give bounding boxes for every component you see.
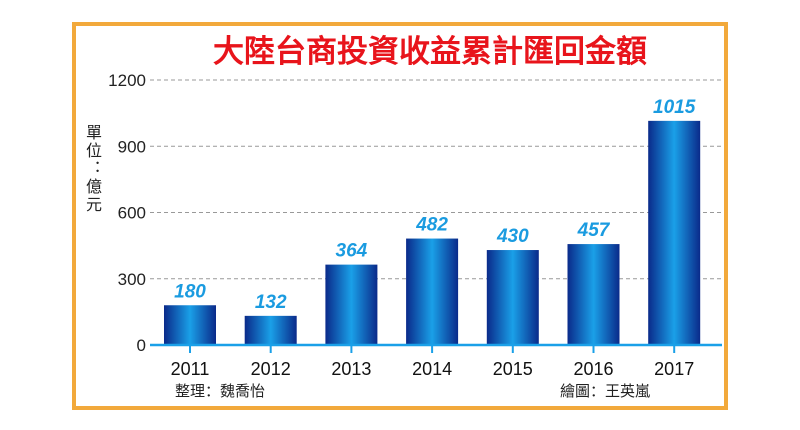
y-tick-label: 0	[137, 336, 146, 355]
data-label: 1015	[653, 97, 696, 118]
chart-title: 大陸台商投資收益累計匯回金額	[213, 34, 647, 70]
x-tick-label: 2012	[251, 359, 291, 379]
illustrator-credit: 繪圖：王英嵐	[560, 382, 650, 400]
y-axis-label: 單位：億元	[83, 124, 102, 214]
y-tick-label: 1200	[108, 71, 146, 90]
bar-2013	[325, 264, 378, 345]
x-tick-label: 2015	[493, 359, 533, 379]
data-label: 482	[415, 215, 448, 236]
bar-2011	[164, 305, 216, 345]
x-tick-label: 2014	[412, 359, 452, 379]
data-label: 132	[255, 292, 287, 313]
y-tick-label: 600	[118, 204, 146, 223]
bar-2016	[567, 244, 620, 345]
data-label: 364	[336, 241, 368, 262]
x-tick-label: 2016	[573, 359, 613, 379]
data-label: 430	[496, 226, 529, 247]
data-label: 180	[174, 281, 206, 302]
data-label: 457	[577, 220, 611, 241]
bar-2015	[486, 250, 539, 345]
compiler-credit: 整理：魏喬怡	[175, 382, 265, 400]
y-tick-label: 900	[118, 137, 146, 156]
x-tick-label: 2017	[654, 359, 694, 379]
bar-2012	[244, 315, 297, 345]
y-tick-label: 300	[118, 270, 146, 289]
x-tick-label: 2011	[171, 359, 210, 379]
bar-2014	[406, 238, 459, 345]
x-tick-label: 2013	[331, 359, 371, 379]
bar-2017	[648, 120, 701, 346]
